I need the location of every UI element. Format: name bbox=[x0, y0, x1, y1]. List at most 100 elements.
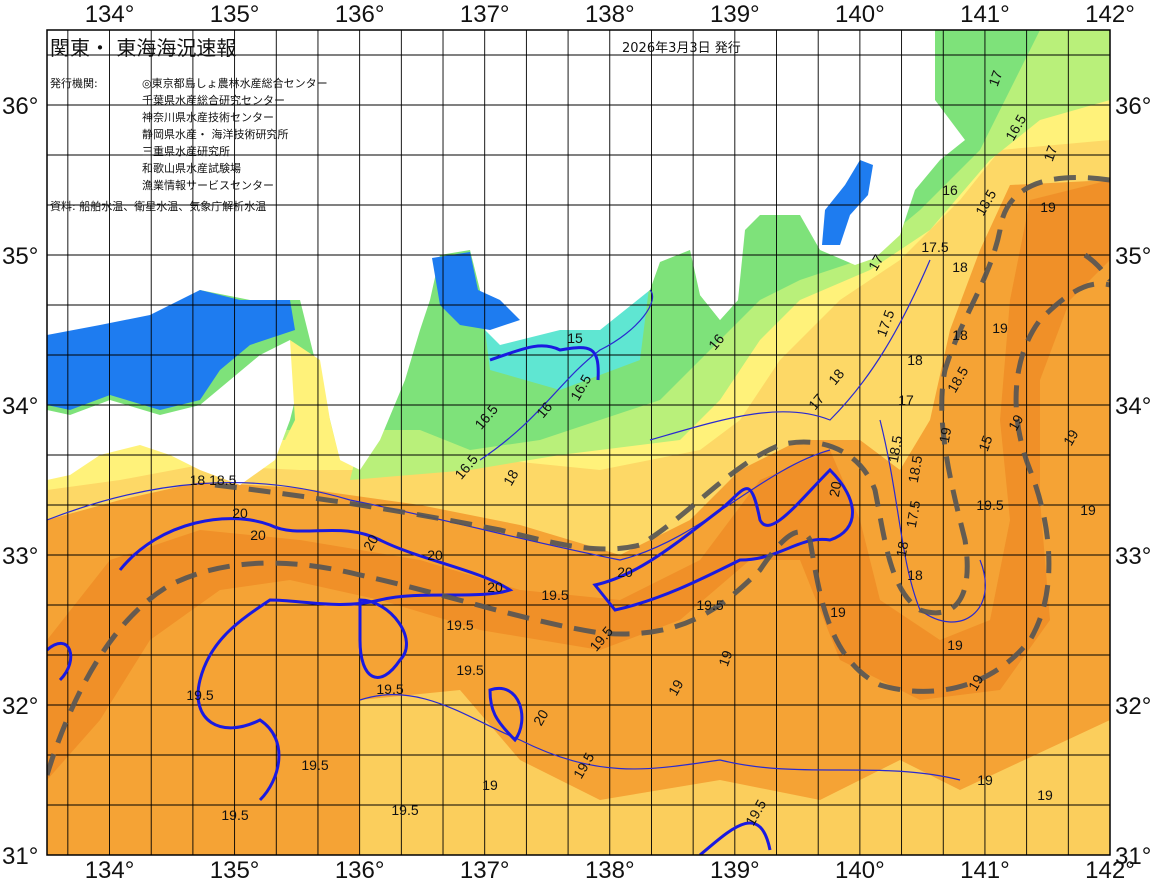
contour-label: 19.5 bbox=[541, 587, 568, 603]
contour-20-line bbox=[47, 642, 73, 682]
contour-20-line bbox=[488, 686, 524, 743]
longitude-label-bottom: 138° bbox=[585, 857, 635, 882]
contour-label: 17 bbox=[1040, 143, 1060, 163]
contour-label: 19 bbox=[1060, 427, 1082, 449]
contour-label: 19.5 bbox=[446, 617, 473, 633]
longitude-label-bottom: 136° bbox=[335, 857, 385, 882]
longitude-label-bottom: 134° bbox=[85, 857, 135, 882]
contour-line bbox=[649, 259, 931, 441]
issuer-item: 漁業情報サービスセンター bbox=[142, 179, 274, 192]
contour-20-line bbox=[592, 467, 854, 612]
issuer-list: ◎東京都島しょ農林水産総合センター 千葉県水産総合研究センター 神奈川県水産技術… bbox=[142, 75, 328, 194]
kuroshio-axis-line bbox=[1083, 252, 1110, 282]
longitude-label-top: 140° bbox=[835, 1, 885, 28]
contour-label: 20 bbox=[250, 527, 266, 543]
contour-label: 18.5 bbox=[885, 434, 906, 464]
contour-label: 19 bbox=[482, 777, 498, 793]
contour-label: 18 bbox=[500, 467, 522, 489]
contour-label: 18 bbox=[907, 567, 923, 583]
contour-label: 20 bbox=[617, 564, 633, 580]
contour-20-lines bbox=[47, 344, 854, 855]
contour-label: 20 bbox=[826, 480, 844, 498]
latitude-label-left: 32° bbox=[2, 693, 38, 720]
contour-label: 19.5 bbox=[376, 681, 403, 697]
issuer-item: 三重県水産研究所 bbox=[142, 145, 230, 158]
contour-label: 19 bbox=[1005, 412, 1027, 434]
contour-label: 20 bbox=[487, 579, 503, 595]
contour-label: 18 bbox=[952, 327, 968, 343]
contour-label: 19 bbox=[947, 637, 963, 653]
longitude-label-top: 138° bbox=[585, 1, 635, 28]
issuer-label: 発行機関: bbox=[50, 77, 98, 90]
contour-label: 18 18.5 bbox=[190, 472, 237, 488]
contour-label: 19 bbox=[936, 426, 954, 444]
contour-label: 20 bbox=[427, 547, 443, 563]
contour-label: 15 bbox=[975, 433, 995, 453]
longitude-label-bottom: 142° bbox=[1085, 857, 1135, 882]
contour-label: 20 bbox=[530, 707, 552, 729]
contour-label: 17.5 bbox=[903, 499, 924, 529]
contour-label: 17 bbox=[898, 392, 914, 408]
kuroshio-axis-line bbox=[47, 281, 1110, 776]
issuer-item: ◎東京都島しょ農林水産総合センター bbox=[142, 77, 328, 90]
data-source: 資料: 船舶水温、衛星水温、気象庁解析水温 bbox=[50, 200, 267, 213]
contour-label: 19.5 bbox=[976, 497, 1003, 513]
issuer-item: 静岡県水産・ 海洋技術研究所 bbox=[142, 128, 289, 141]
inland-sea bbox=[47, 290, 295, 410]
longitude-label-bottom: 135° bbox=[210, 857, 260, 882]
latitude-label-left: 33° bbox=[2, 543, 38, 570]
latitude-label-left: 35° bbox=[2, 243, 38, 270]
longitude-label-bottom: 139° bbox=[710, 857, 760, 882]
issue-date: 2026年3月3日 発行 bbox=[622, 41, 741, 56]
contour-label: 17 bbox=[985, 68, 1005, 88]
longitude-label-top: 142° bbox=[1085, 1, 1135, 28]
izu-peninsula bbox=[700, 235, 738, 320]
longitude-label-top: 137° bbox=[460, 1, 510, 28]
longitude-label-top: 136° bbox=[335, 1, 385, 28]
latitude-label-right: 34° bbox=[1115, 393, 1151, 420]
kuroshio-core bbox=[47, 180, 1110, 780]
contour-label: 19 bbox=[1040, 199, 1056, 215]
contour-label: 19 bbox=[1080, 502, 1096, 518]
map-frame bbox=[46, 29, 1111, 856]
contour-label: 19.5 bbox=[186, 687, 213, 703]
sea-yellow-zone-south bbox=[360, 690, 1110, 855]
latitude-label-left: 34° bbox=[2, 393, 38, 420]
contour-label: 16 bbox=[942, 182, 958, 198]
contour-label: 17.5 bbox=[921, 239, 948, 255]
contour-label: 19 bbox=[1037, 787, 1053, 803]
contour-label: 18 bbox=[893, 540, 911, 558]
issuer-item: 千葉県水産総合研究センター bbox=[142, 94, 285, 107]
longitude-label-top: 135° bbox=[210, 1, 260, 28]
latitude-label-right: 35° bbox=[1115, 243, 1151, 270]
contour-label: 20 bbox=[360, 532, 382, 554]
longitude-label-top: 139° bbox=[710, 1, 760, 28]
map-title: 関東・ 東海海況速報 bbox=[50, 36, 237, 60]
land-shikoku bbox=[47, 340, 300, 485]
contour-20-line bbox=[489, 344, 600, 381]
latitude-label-left: 36° bbox=[2, 93, 38, 120]
contour-label: 19 bbox=[715, 648, 735, 668]
latitude-label-right: 32° bbox=[1115, 693, 1151, 720]
ise-bay bbox=[432, 252, 520, 330]
contour-label: 19.5 bbox=[391, 802, 418, 818]
contour-label: 19.5 bbox=[301, 757, 328, 773]
contour-line bbox=[359, 694, 961, 781]
contour-label: 19 bbox=[965, 672, 987, 694]
contour-label: 19 bbox=[992, 320, 1008, 336]
contour-label: 15 bbox=[567, 330, 583, 346]
kuroshio-axis-line bbox=[214, 174, 1110, 616]
contour-label: 18 bbox=[907, 352, 923, 368]
latitude-label-left: 31° bbox=[2, 843, 38, 870]
contour-label: 17 bbox=[865, 252, 887, 274]
contour-20-line bbox=[118, 517, 514, 802]
contour-20-line bbox=[699, 821, 772, 855]
contour-label: 19.5 bbox=[456, 662, 483, 678]
contour-label: 20 bbox=[232, 505, 248, 521]
latitude-label-right: 31° bbox=[1115, 843, 1151, 870]
contour-label: 19.5 bbox=[221, 807, 248, 823]
contour-label: 18.5 bbox=[905, 454, 926, 484]
contour-20-line bbox=[358, 598, 408, 679]
